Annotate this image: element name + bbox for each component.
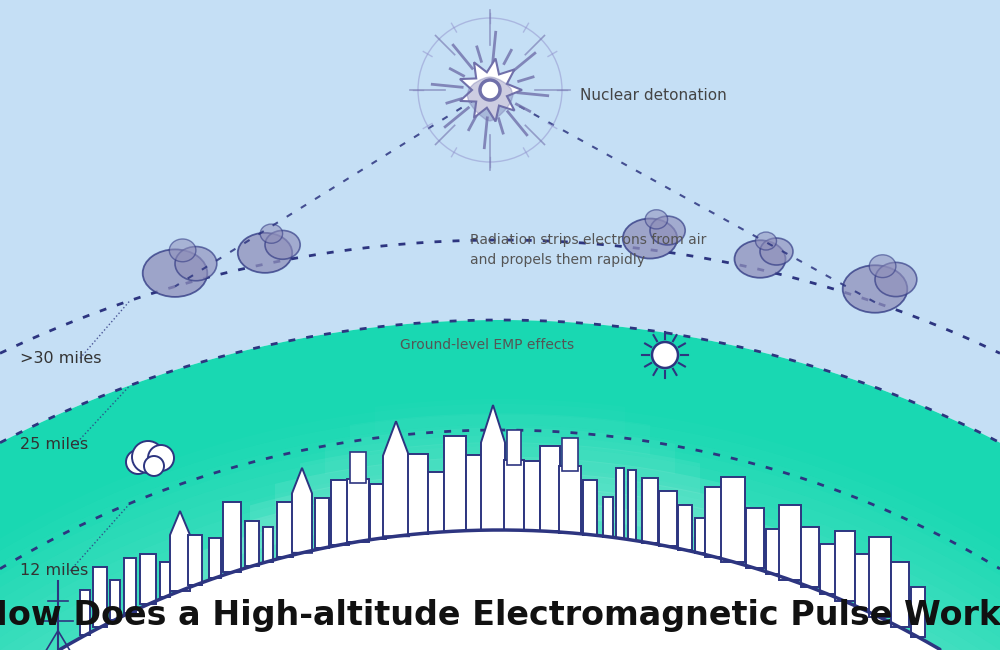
Ellipse shape <box>760 238 793 265</box>
Bar <box>347 478 369 541</box>
Polygon shape <box>0 0 1000 443</box>
Text: Radiation strips electrons from air
and propels them rapidly: Radiation strips electrons from air and … <box>470 233 706 267</box>
Ellipse shape <box>143 250 207 297</box>
Polygon shape <box>0 519 1000 650</box>
Polygon shape <box>225 486 775 560</box>
Bar <box>616 468 624 538</box>
Bar <box>263 526 273 562</box>
Circle shape <box>126 450 150 474</box>
Polygon shape <box>467 77 513 121</box>
Bar <box>223 502 241 572</box>
Polygon shape <box>250 471 750 537</box>
Bar <box>331 480 349 545</box>
Bar <box>209 538 221 578</box>
Bar <box>110 580 120 620</box>
Ellipse shape <box>623 218 677 259</box>
Ellipse shape <box>260 224 283 243</box>
Polygon shape <box>0 446 1000 600</box>
Polygon shape <box>0 456 1000 612</box>
Bar <box>80 590 90 635</box>
Bar <box>444 436 466 531</box>
Ellipse shape <box>869 255 896 278</box>
Bar <box>524 461 540 530</box>
Text: How Does a High-altitude Electromagnetic Pulse Work?: How Does a High-altitude Electromagnetic… <box>0 599 1000 632</box>
Ellipse shape <box>650 216 685 245</box>
Ellipse shape <box>265 231 300 259</box>
Text: >30 miles: >30 miles <box>20 351 102 366</box>
Polygon shape <box>275 457 725 515</box>
Polygon shape <box>0 320 1000 650</box>
Bar <box>315 499 329 549</box>
Ellipse shape <box>645 210 668 229</box>
Circle shape <box>652 342 678 368</box>
Bar <box>911 587 925 637</box>
Bar <box>705 487 725 557</box>
Polygon shape <box>0 499 1000 650</box>
Bar <box>628 470 636 540</box>
Ellipse shape <box>175 246 217 281</box>
Polygon shape <box>0 509 1000 650</box>
Bar <box>277 502 293 557</box>
Ellipse shape <box>734 240 786 278</box>
Ellipse shape <box>238 233 292 273</box>
Bar <box>93 567 107 627</box>
Bar <box>583 480 597 535</box>
Polygon shape <box>0 488 1000 650</box>
Bar <box>746 508 764 568</box>
Bar <box>642 478 658 543</box>
Bar <box>466 456 484 530</box>
Bar <box>891 562 909 627</box>
Polygon shape <box>300 442 700 494</box>
Bar <box>540 447 560 532</box>
Bar <box>245 521 259 566</box>
Bar <box>124 558 136 612</box>
Circle shape <box>148 445 174 471</box>
Polygon shape <box>0 467 1000 625</box>
Bar <box>408 454 428 534</box>
Circle shape <box>144 456 164 476</box>
Text: 25 miles: 25 miles <box>20 437 88 452</box>
Bar <box>678 505 692 550</box>
Polygon shape <box>0 478 1000 637</box>
Ellipse shape <box>875 263 917 296</box>
Bar <box>820 544 836 594</box>
Text: Nuclear detonation: Nuclear detonation <box>580 88 727 103</box>
Text: 12 miles: 12 miles <box>20 564 88 578</box>
Bar <box>350 452 366 483</box>
Polygon shape <box>0 530 1000 650</box>
Bar <box>559 466 581 533</box>
Ellipse shape <box>843 265 907 313</box>
Bar <box>801 527 819 587</box>
Bar <box>603 497 613 537</box>
Bar <box>504 460 524 530</box>
Bar <box>721 477 745 562</box>
Polygon shape <box>481 405 505 530</box>
Bar <box>160 562 170 597</box>
Polygon shape <box>200 500 800 583</box>
Ellipse shape <box>169 239 196 262</box>
Polygon shape <box>383 421 409 536</box>
Bar <box>855 554 871 609</box>
Ellipse shape <box>756 232 776 250</box>
Circle shape <box>480 80 500 100</box>
Bar <box>659 491 677 547</box>
Text: Ground-level EMP effects: Ground-level EMP effects <box>400 338 574 352</box>
Polygon shape <box>0 436 1000 588</box>
Bar <box>370 484 386 539</box>
Bar <box>869 538 891 618</box>
Bar <box>779 505 801 580</box>
Polygon shape <box>292 468 312 553</box>
Polygon shape <box>170 511 190 591</box>
Bar <box>562 438 578 471</box>
Bar <box>140 554 156 604</box>
Circle shape <box>132 441 164 473</box>
Bar <box>835 531 855 601</box>
Bar <box>766 529 780 574</box>
Bar <box>507 430 521 465</box>
Bar <box>188 535 202 585</box>
Bar <box>695 518 705 553</box>
Bar <box>428 473 444 532</box>
Polygon shape <box>460 58 522 122</box>
